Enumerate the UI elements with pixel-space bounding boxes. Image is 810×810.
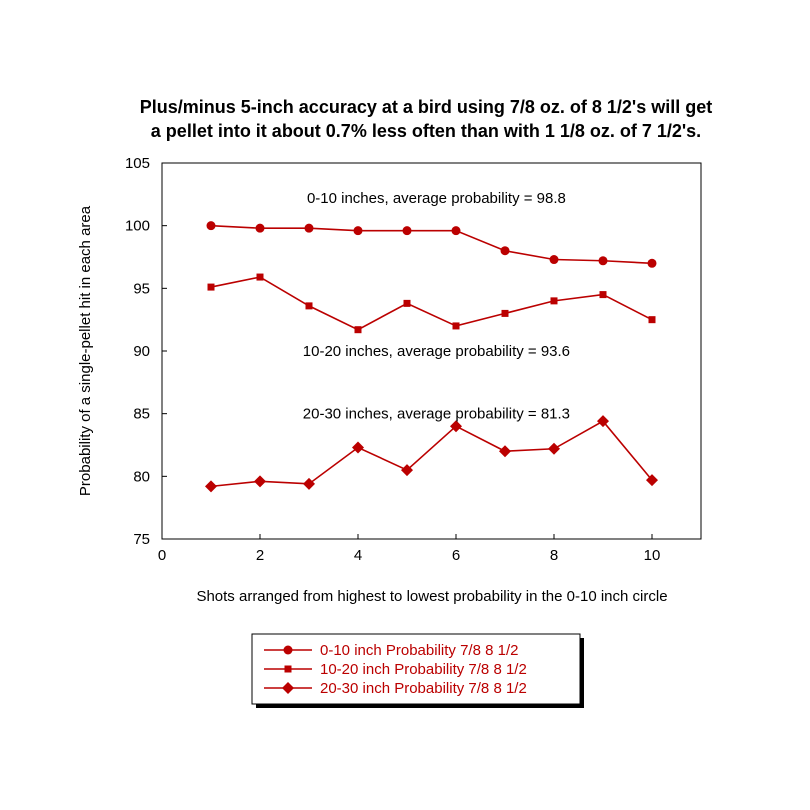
annotations: 0-10 inches, average probability = 98.8 1…: [303, 190, 570, 423]
data-point: [647, 258, 657, 268]
annotation-text: 0-10 inches, average probability = 98.8: [307, 190, 566, 207]
y-tick-label: 90: [133, 343, 150, 360]
legend-label: 10-20 inch Probability 7/8 8 1/2: [320, 661, 527, 678]
series-1: [206, 221, 657, 268]
data-point: [304, 223, 314, 233]
data-point: [500, 246, 510, 256]
legend-marker: [282, 682, 294, 694]
legend-marker: [284, 665, 292, 673]
x-tick-label: 6: [452, 547, 460, 564]
data-point: [598, 256, 608, 266]
series-2: [207, 273, 656, 334]
series-layer: [205, 221, 658, 493]
data-point: [549, 255, 559, 265]
data-point: [452, 322, 460, 330]
y-tick-label: 85: [133, 406, 150, 423]
data-point: [353, 226, 363, 236]
data-point: [451, 226, 461, 236]
legend-entry: 20-30 inch Probability 7/8 8 1/2: [264, 680, 527, 697]
data-point: [646, 474, 658, 487]
data-point: [597, 415, 609, 428]
data-point: [499, 445, 511, 458]
data-point: [403, 299, 411, 307]
series-3: [205, 415, 658, 493]
data-point: [254, 475, 266, 488]
legend-label: 20-30 inch Probability 7/8 8 1/2: [320, 680, 527, 697]
series-line: [210, 420, 653, 488]
x-tick-label: 4: [354, 547, 362, 564]
chart-title-line-2: a pellet into it about 0.7% less often t…: [151, 121, 701, 141]
axis-ticks: 0 2 4 6 8 10 75 80 85 90 95 100 105: [125, 155, 660, 564]
legend-items: 0-10 inch Probability 7/8 8 1/2 10-20 inc…: [264, 642, 527, 697]
data-point: [303, 477, 315, 490]
data-point: [548, 442, 560, 455]
data-point: [401, 464, 413, 477]
y-tick-label: 80: [133, 468, 150, 485]
x-tick-label: 8: [550, 547, 558, 564]
annotation-text: 20-30 inches, average probability = 81.3: [303, 406, 570, 423]
data-point: [599, 291, 607, 299]
data-point: [402, 226, 412, 236]
y-tick-label: 95: [133, 280, 150, 297]
legend: 0-10 inch Probability 7/8 8 1/2 10-20 inc…: [251, 633, 584, 708]
data-point: [305, 302, 313, 310]
data-point: [352, 441, 364, 454]
y-tick-label: 100: [125, 218, 150, 235]
data-point: [450, 420, 462, 433]
x-axis-label: Shots arranged from highest to lowest pr…: [196, 588, 667, 605]
data-point: [205, 480, 217, 493]
legend-marker: [283, 645, 293, 655]
x-tick-label: 2: [256, 547, 264, 564]
legend-entry: 0-10 inch Probability 7/8 8 1/2: [264, 642, 518, 659]
data-point: [550, 297, 558, 305]
data-point: [207, 283, 215, 291]
legend-label: 0-10 inch Probability 7/8 8 1/2: [320, 642, 518, 659]
data-point: [256, 273, 264, 281]
y-axis-label: Probability of a single-pellet hit in ea…: [77, 205, 94, 496]
data-point: [354, 326, 362, 334]
annotation-text: 10-20 inches, average probability = 93.6: [303, 343, 570, 360]
y-tick-label: 105: [125, 155, 150, 172]
legend-entry: 10-20 inch Probability 7/8 8 1/2: [264, 661, 527, 678]
series-line: [210, 276, 653, 331]
y-tick-label: 75: [133, 531, 150, 548]
data-point: [501, 309, 509, 317]
data-point: [255, 223, 265, 233]
x-tick-label: 10: [644, 547, 661, 564]
chart-title-line-1: Plus/minus 5-inch accuracy at a bird usi…: [140, 97, 712, 117]
x-tick-label: 0: [158, 547, 166, 564]
data-point: [206, 221, 216, 231]
data-point: [648, 316, 656, 324]
series-line: [210, 224, 653, 265]
